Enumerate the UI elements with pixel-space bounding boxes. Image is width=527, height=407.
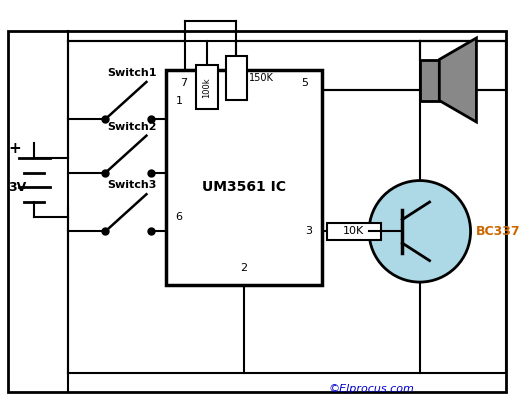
- Text: 8: 8: [240, 78, 248, 88]
- Bar: [196, 66, 218, 109]
- Text: ©Elprocus.com: ©Elprocus.com: [328, 384, 414, 394]
- Text: 2: 2: [240, 263, 248, 274]
- Bar: [166, 70, 322, 285]
- Text: Switch3: Switch3: [108, 180, 157, 190]
- Text: 10K: 10K: [343, 226, 365, 236]
- Polygon shape: [440, 38, 476, 122]
- Text: UM3561 IC: UM3561 IC: [202, 180, 286, 195]
- Text: BC337: BC337: [475, 225, 520, 238]
- Ellipse shape: [369, 181, 471, 282]
- Text: 1: 1: [175, 96, 183, 107]
- Text: 3V: 3V: [8, 181, 27, 194]
- Text: 150K: 150K: [249, 72, 274, 83]
- Bar: [420, 59, 440, 101]
- Text: 100k: 100k: [202, 77, 211, 98]
- Text: 3: 3: [306, 226, 313, 236]
- Bar: [327, 223, 380, 240]
- Text: 5: 5: [301, 78, 308, 88]
- Text: +: +: [8, 141, 21, 156]
- Text: Switch1: Switch1: [108, 68, 157, 78]
- Text: 7: 7: [180, 78, 187, 88]
- Text: Switch2: Switch2: [108, 122, 157, 132]
- Bar: [226, 56, 247, 100]
- Text: 6: 6: [175, 212, 183, 222]
